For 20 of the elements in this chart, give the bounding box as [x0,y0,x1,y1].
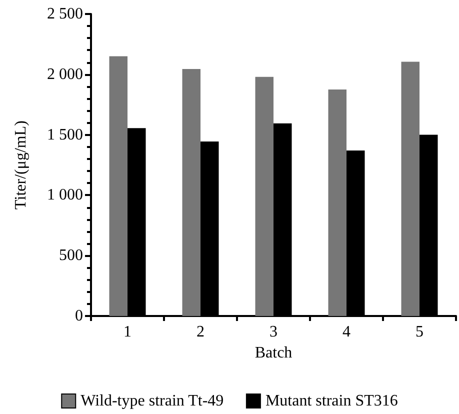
legend-label: Mutant strain ST316 [265,392,398,410]
y-tick-label: 1 500 [47,126,83,144]
x-tick-label: 4 [342,324,350,340]
y-tick-label: 1 000 [47,186,83,204]
bar [255,76,274,316]
y-tick-label: 0 [75,308,83,324]
y-tick-label: 500 [59,247,83,264]
y-axis-title: Titer/(μg/mL) [12,120,30,210]
bar [328,90,346,316]
bar [182,68,200,316]
x-tick-label: 5 [416,324,424,340]
y-tick-label: 2 500 [47,6,83,22]
x-tick-label: 3 [270,324,278,340]
y-tick-label: 2 000 [47,66,83,83]
bar [401,62,420,316]
x-axis-title: Batch [254,344,292,362]
x-tick-label: 2 [196,324,204,340]
x-tick-label: 1 [124,324,132,340]
legend-label: Wild-type strain Tt-49 [80,392,224,410]
bar [109,56,128,316]
